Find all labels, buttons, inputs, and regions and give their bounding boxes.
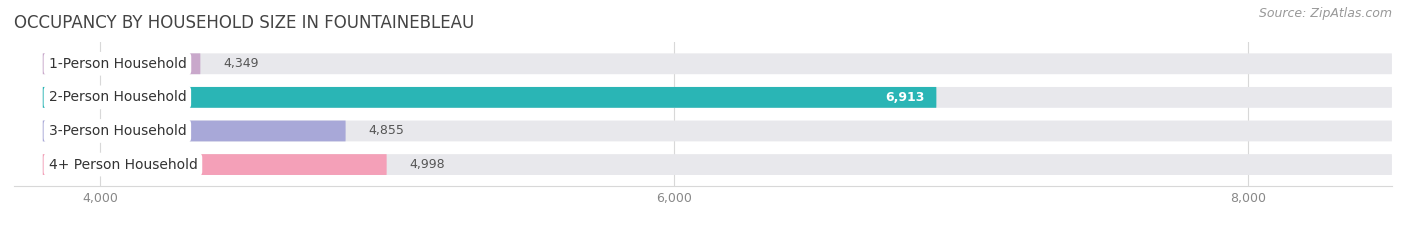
FancyBboxPatch shape <box>42 120 346 141</box>
Text: 2-Person Household: 2-Person Household <box>48 90 186 104</box>
FancyBboxPatch shape <box>42 154 1392 175</box>
Text: 4,349: 4,349 <box>224 57 259 70</box>
FancyBboxPatch shape <box>42 53 1392 74</box>
FancyBboxPatch shape <box>42 87 936 108</box>
Text: 4,855: 4,855 <box>368 124 405 137</box>
FancyBboxPatch shape <box>42 87 1392 108</box>
Text: 3-Person Household: 3-Person Household <box>48 124 186 138</box>
Text: Source: ZipAtlas.com: Source: ZipAtlas.com <box>1258 7 1392 20</box>
FancyBboxPatch shape <box>42 120 1392 141</box>
Text: 4+ Person Household: 4+ Person Household <box>48 158 197 171</box>
Text: 6,913: 6,913 <box>886 91 925 104</box>
FancyBboxPatch shape <box>42 53 201 74</box>
Text: 4,998: 4,998 <box>409 158 446 171</box>
Text: 1-Person Household: 1-Person Household <box>48 57 187 71</box>
FancyBboxPatch shape <box>42 154 387 175</box>
Text: OCCUPANCY BY HOUSEHOLD SIZE IN FOUNTAINEBLEAU: OCCUPANCY BY HOUSEHOLD SIZE IN FOUNTAINE… <box>14 14 474 32</box>
